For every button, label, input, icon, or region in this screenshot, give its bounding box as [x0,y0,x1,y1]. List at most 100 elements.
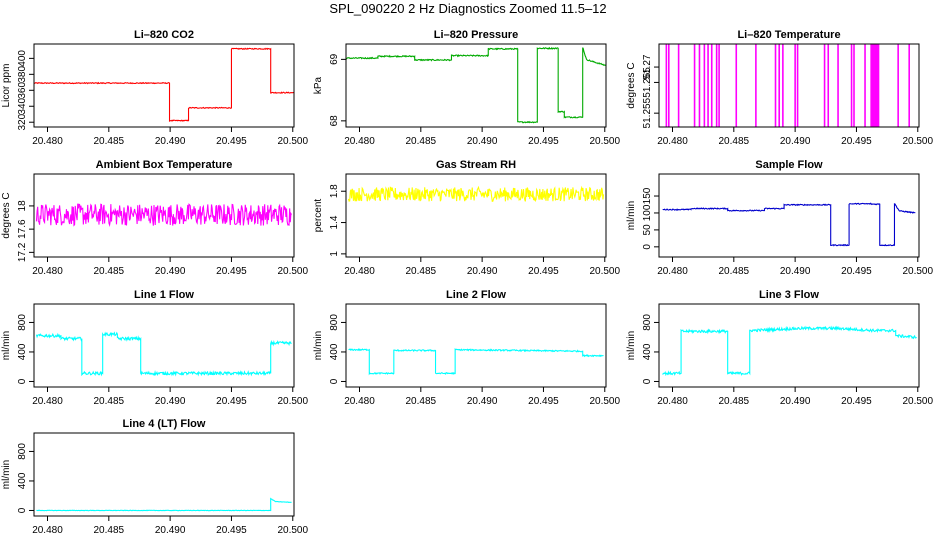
plot-frame [345,43,607,128]
x-tick-label: 20.495 [528,396,559,407]
x-tick-label: 20.485 [94,525,125,536]
x-tick-label: 20.490 [155,396,186,407]
chart-title: Li–820 Temperature [737,29,840,41]
x-tick-label: 20.490 [780,136,811,147]
x-tick-label: 20.490 [467,266,498,277]
chart-title: Line 2 Flow [446,289,506,301]
y-tick-label: 400 [17,343,28,360]
plot-area [346,46,606,124]
x-tick-label: 20.500 [589,396,620,407]
series-line [35,331,292,377]
y-axis-label: ml/min [1,331,12,360]
plot-frame [345,303,607,388]
x-tick-label: 20.480 [344,266,375,277]
x-tick-label: 20.485 [719,136,750,147]
x-tick-label: 20.485 [94,266,125,277]
y-axis-label: kPa [313,76,324,94]
x-tick-label: 20.480 [344,136,375,147]
y-tick-label: 0 [17,507,28,513]
x-tick-label: 20.495 [841,266,872,277]
y-tick-label: 0 [329,378,340,384]
y-tick-label: 69 [329,53,340,65]
y-tick-label: 51.265 [642,67,653,98]
series-line [348,348,604,376]
y-axis-label: degrees C [1,192,12,238]
chart-title: Li–820 CO2 [134,29,194,41]
series-line [347,185,605,203]
x-tick-label: 20.480 [32,266,63,277]
x-tick-label: 20.495 [841,136,872,147]
plot-area [34,47,294,123]
x-tick-label: 20.500 [277,136,308,147]
plot-area [35,203,293,227]
x-tick-label: 20.490 [467,396,498,407]
y-tick-label: 68 [329,115,340,127]
chart-title: Sample Flow [755,159,823,171]
chart-panel-5: Gas Stream RH 20.480 20.485 20.490 20.495 20.… [313,159,621,277]
chart-panel-2: Li–820 Pressure 20.480 20.485 20.490 20.495 2… [313,29,621,147]
x-tick-label: 20.500 [902,396,933,407]
x-tick-label: 20.500 [902,266,933,277]
page-title: SPL_090220 2 Hz Diagnostics Zoomed 11.5–… [329,1,607,16]
y-tick-label: 800 [329,314,340,331]
y-axis-label: percent [313,199,324,233]
y-tick-label: 51.255 [642,97,653,128]
x-tick-label: 20.490 [155,136,186,147]
chart-panel-4: Ambient Box Temperature 20.480 20.485 20.49… [1,159,309,277]
y-axis-label: ml/min [1,460,12,489]
plot-area [36,497,292,512]
chart-panel-1: Li–820 CO2 20.480 20.485 20.490 20.495 20.500… [1,29,309,147]
x-tick-label: 20.485 [406,136,437,147]
y-tick-label: 380 [17,66,28,83]
plot-frame [658,303,920,388]
x-tick-label: 20.480 [32,525,63,536]
x-tick-label: 20.495 [841,396,872,407]
plot-frame [658,173,920,258]
plot-frame [33,303,295,388]
chart-panel-7: Line 1 Flow 20.480 20.485 20.490 20.495 20.50… [1,289,309,407]
y-tick-label: 17.6 [17,219,28,239]
x-tick-label: 20.495 [216,266,247,277]
chart-panel-10: Line 4 (LT) Flow 20.480 20.485 20.490 20.495… [1,418,309,536]
plot-area [348,348,604,376]
plot-frame [658,43,920,128]
plot-area [35,331,292,377]
chart-title: Gas Stream RH [436,159,516,171]
y-tick-label: 400 [17,50,28,67]
y-axis-label: degrees C [626,62,637,108]
x-tick-label: 20.495 [216,136,247,147]
x-tick-label: 20.480 [657,396,688,407]
y-tick-label: 50 [642,224,653,236]
plot-area [665,44,910,127]
y-tick-label: 51.27 [642,54,653,79]
x-tick-label: 20.480 [657,136,688,147]
chart-title: Line 1 Flow [134,289,194,301]
x-tick-label: 20.500 [902,136,933,147]
y-tick-label: 320 [17,113,28,130]
x-tick-label: 20.495 [216,525,247,536]
y-tick-label: 0 [642,244,653,250]
chart-panel-3: Li–820 Temperature 20.480 20.485 20.490 20.4… [626,29,934,147]
series-line [34,47,294,123]
y-tick-label: 1.4 [329,215,340,229]
y-tick-label: 800 [17,314,28,331]
x-tick-label: 20.480 [32,136,63,147]
plot-area [662,325,917,377]
plot-area [347,185,605,203]
plot-frame [345,173,607,258]
y-tick-label: 1 [329,251,340,257]
y-axis-label: ml/min [313,331,324,360]
chart-title: Line 3 Flow [759,289,819,301]
x-tick-label: 20.480 [32,396,63,407]
y-tick-label: 150 [642,187,653,204]
chart-title: Li–820 Pressure [434,29,518,41]
y-axis-label: ml/min [626,331,637,360]
y-tick-label: 18 [17,200,28,212]
y-tick-label: 400 [17,472,28,489]
x-tick-label: 20.480 [657,266,688,277]
x-tick-label: 20.500 [589,136,620,147]
y-tick-label: 400 [329,343,340,360]
x-tick-label: 20.495 [528,136,559,147]
plot-area [662,202,916,247]
